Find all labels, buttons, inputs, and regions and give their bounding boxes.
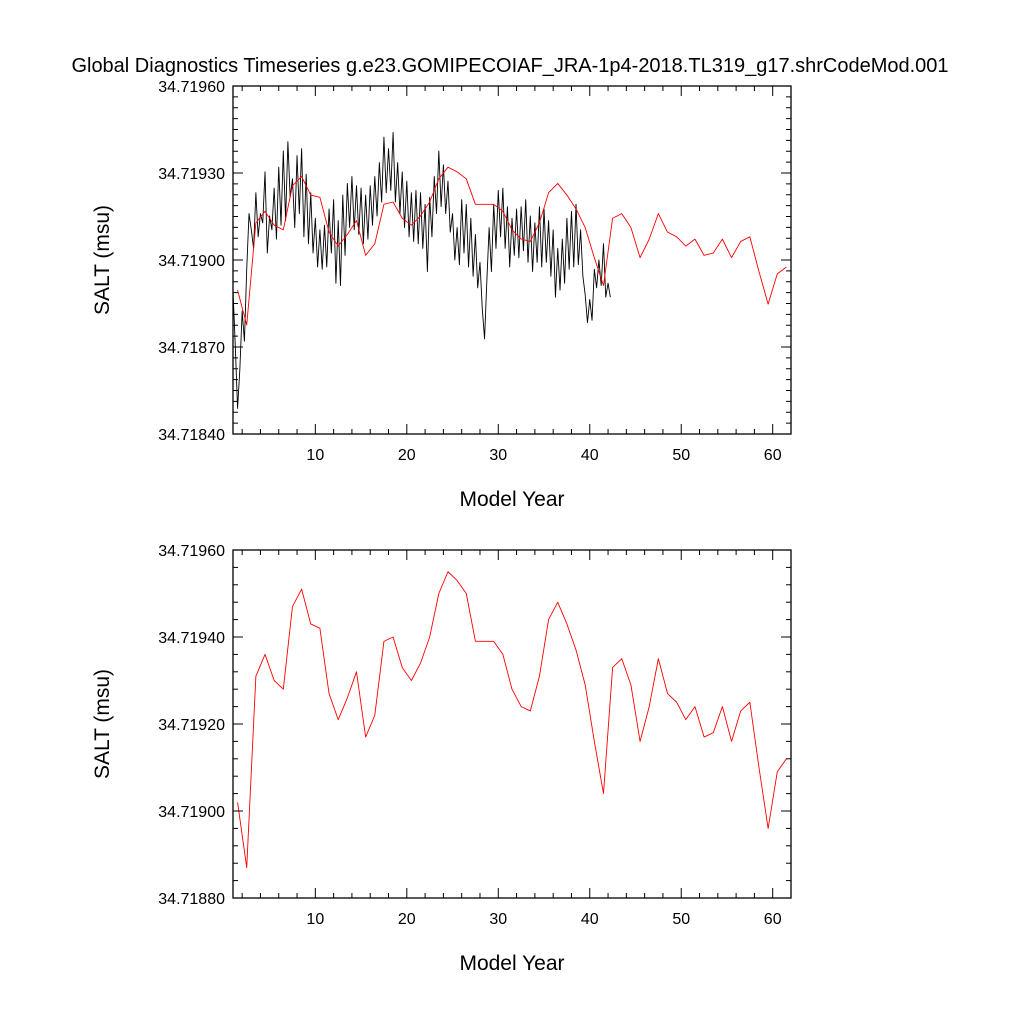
top-panel: 34.71840 34.71870 34.71900 34.71930 34.71960… (91, 79, 792, 511)
bottom-plot-frame (232, 549, 792, 899)
top-x-tick-label: 10 (306, 447, 324, 464)
top-y-tick-label: 34.71930 (158, 166, 225, 183)
top-x-tick-label: 20 (398, 447, 416, 464)
figure-title: Global Diagnostics Timeseries g.e23.GOMI… (71, 55, 948, 77)
top-x-tick-label: 30 (489, 447, 507, 464)
bottom-y-tick-label: 34.71900 (158, 804, 225, 821)
top-y-tick-label: 34.71900 (158, 253, 225, 270)
bottom-tick-marks (233, 549, 792, 899)
bottom-x-tick-label: 50 (672, 911, 690, 928)
bottom-x-tick-label: 60 (764, 911, 782, 928)
top-y-tick-labels: 34.71840 34.71870 34.71900 34.71930 34.71960 (158, 79, 225, 444)
top-y-tick-label: 34.71870 (158, 340, 225, 357)
bottom-y-axis-label: SALT (msu) (91, 669, 114, 779)
bottom-y-tick-labels: 34.71880 34.71900 34.71920 34.71940 34.71960 (158, 543, 225, 908)
bottom-x-tick-label: 10 (306, 911, 324, 928)
top-x-tick-labels: 10 20 30 40 50 60 (306, 447, 781, 464)
top-x-tick-label: 40 (581, 447, 599, 464)
bottom-panel: 34.71880 34.71900 34.71920 34.71940 34.71960… (91, 543, 792, 975)
top-y-tick-label: 34.71960 (158, 79, 225, 96)
top-series-monthly-mean (233, 131, 611, 409)
bottom-x-tick-label: 40 (581, 911, 599, 928)
bottom-y-tick-label: 34.71940 (158, 630, 225, 647)
top-series-layer (233, 131, 787, 409)
bottom-x-axis-label: Model Year (459, 952, 564, 975)
top-plot-frame (232, 85, 792, 435)
bottom-x-tick-labels: 10 20 30 40 50 60 (306, 911, 781, 928)
top-x-axis-label: Model Year (459, 488, 564, 511)
top-tick-marks (233, 85, 792, 435)
top-series-annual-mean (237, 166, 787, 326)
bottom-y-tick-label: 34.71880 (158, 891, 225, 908)
top-x-tick-label: 50 (672, 447, 690, 464)
bottom-x-tick-label: 20 (398, 911, 416, 928)
bottom-x-tick-label: 30 (489, 911, 507, 928)
bottom-series-annual-mean (237, 571, 787, 868)
bottom-y-tick-label: 34.71920 (158, 717, 225, 734)
top-y-tick-label: 34.71840 (158, 427, 225, 444)
top-y-axis-label: SALT (msu) (91, 205, 114, 315)
bottom-y-tick-label: 34.71960 (158, 543, 225, 560)
top-x-tick-label: 60 (764, 447, 782, 464)
bottom-series-layer (237, 571, 787, 868)
